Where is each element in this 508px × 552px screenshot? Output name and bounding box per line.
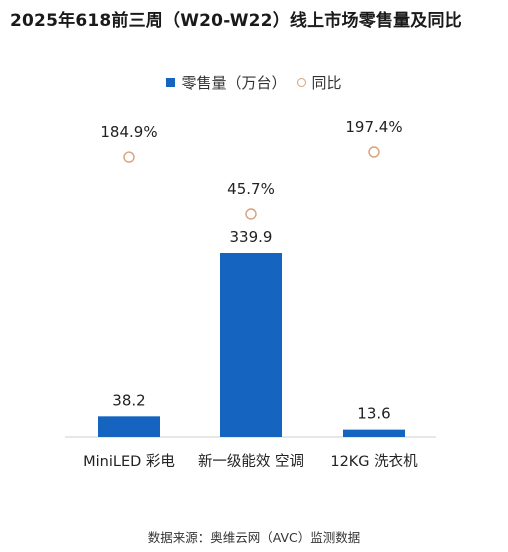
yoy-marker bbox=[123, 151, 135, 163]
x-tick-label: MiniLED 彩电 bbox=[83, 453, 175, 470]
legend-label-yoy: 同比 bbox=[311, 74, 342, 92]
bar bbox=[98, 416, 160, 437]
bar-value-label: 13.6 bbox=[357, 405, 390, 423]
bar-value-label: 38.2 bbox=[112, 391, 145, 409]
data-source-note: 数据来源：奥维云网（AVC）监测数据 bbox=[147, 530, 361, 545]
legend: 零售量（万台） 同比 bbox=[0, 72, 508, 93]
yoy-value-label: 184.9% bbox=[100, 123, 157, 141]
x-tick-label: 新一级能效 空调 bbox=[198, 453, 304, 470]
legend-swatch-yoy bbox=[296, 78, 306, 87]
yoy-value-label: 45.7% bbox=[227, 180, 275, 198]
bar-value-label: 339.9 bbox=[230, 228, 273, 246]
chart-title: 2025年618前三周（W20-W22）线上市场零售量及同比 bbox=[10, 11, 462, 31]
bar bbox=[220, 253, 282, 437]
x-tick-label: 12KG 洗衣机 bbox=[330, 453, 418, 470]
yoy-marker bbox=[368, 146, 380, 158]
yoy-marker bbox=[245, 208, 257, 220]
yoy-value-label: 197.4% bbox=[345, 118, 402, 136]
bar bbox=[343, 429, 405, 437]
legend-swatch-volume bbox=[166, 78, 176, 87]
legend-item-yoy: 同比 bbox=[296, 72, 342, 93]
legend-label-volume: 零售量（万台） bbox=[181, 74, 287, 92]
legend-item-volume: 零售量（万台） bbox=[166, 72, 287, 93]
